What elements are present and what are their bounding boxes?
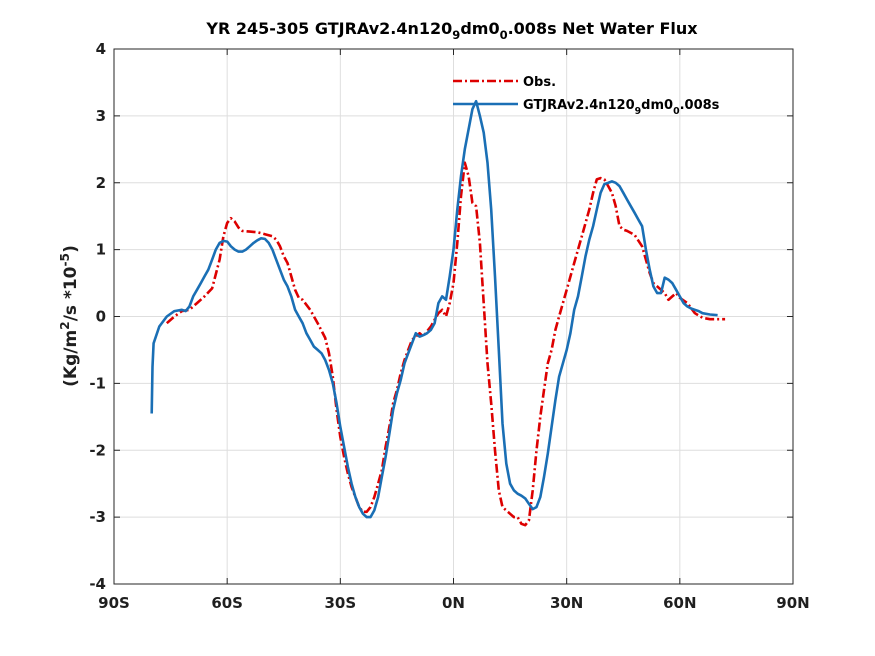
text-part: 0 (500, 28, 508, 42)
x-tick-label: 0N (442, 594, 465, 612)
text-part: GTJRAv2.4n120 (523, 98, 635, 113)
text-part: 0 (673, 106, 680, 117)
y-tick-label: 0 (96, 308, 106, 326)
y-tick-label: -4 (89, 575, 106, 593)
y-tick-label: -3 (89, 508, 106, 526)
y-tick-label: -1 (89, 374, 106, 392)
legend: Obs. GTJRAv2.4n1209dm00.008s (453, 75, 720, 117)
text-part: YR 245-305 GTJRAv2.4n120 (205, 19, 452, 38)
series-line-2 (150, 99, 718, 519)
y-tick-labels: -4 -3 -2 -1 0 1 2 3 4 (89, 40, 106, 593)
legend-label: Obs. (523, 75, 556, 90)
x-tick-label: 90N (776, 594, 809, 612)
text-part: -5 (58, 253, 72, 267)
x-tick-label: 60N (663, 594, 696, 612)
y-axis-label: (Kg/m2/s *10-5) (58, 245, 81, 387)
text-part: 2 (58, 321, 72, 330)
series-line-1 (165, 161, 726, 527)
x-tick-labels: 90S 60S 30S 0N 30N 60N 90N (98, 594, 810, 612)
series-lines (150, 99, 726, 527)
y-tick-label: 2 (96, 174, 106, 192)
x-tick-label: 30N (550, 594, 583, 612)
text-part: .008s (680, 98, 720, 113)
text-part: (Kg/m (61, 330, 81, 387)
text-part: Obs. (523, 75, 556, 90)
x-tick-label: 30S (324, 594, 356, 612)
y-tick-label: -2 (89, 441, 106, 459)
text-part: /s *10 (61, 266, 81, 321)
y-tick-label: 1 (96, 241, 106, 259)
text-part: 9 (452, 28, 460, 42)
legend-label: GTJRAv2.4n1209dm00.008s (523, 98, 720, 117)
x-tick-label: 90S (98, 594, 130, 612)
text-part: 9 (635, 106, 642, 117)
chart-title: YR 245-305 GTJRAv2.4n1209dm00.008s Net W… (205, 19, 698, 42)
axis-ticks (113, 48, 794, 585)
text-part: ) (61, 245, 81, 253)
y-tick-label: 3 (96, 107, 106, 125)
text-part: dm0 (460, 19, 499, 38)
text-part: .008s Net Water Flux (508, 19, 699, 38)
y-tick-label: 4 (96, 40, 106, 58)
x-tick-label: 60S (211, 594, 243, 612)
text-part: dm0 (641, 98, 673, 113)
